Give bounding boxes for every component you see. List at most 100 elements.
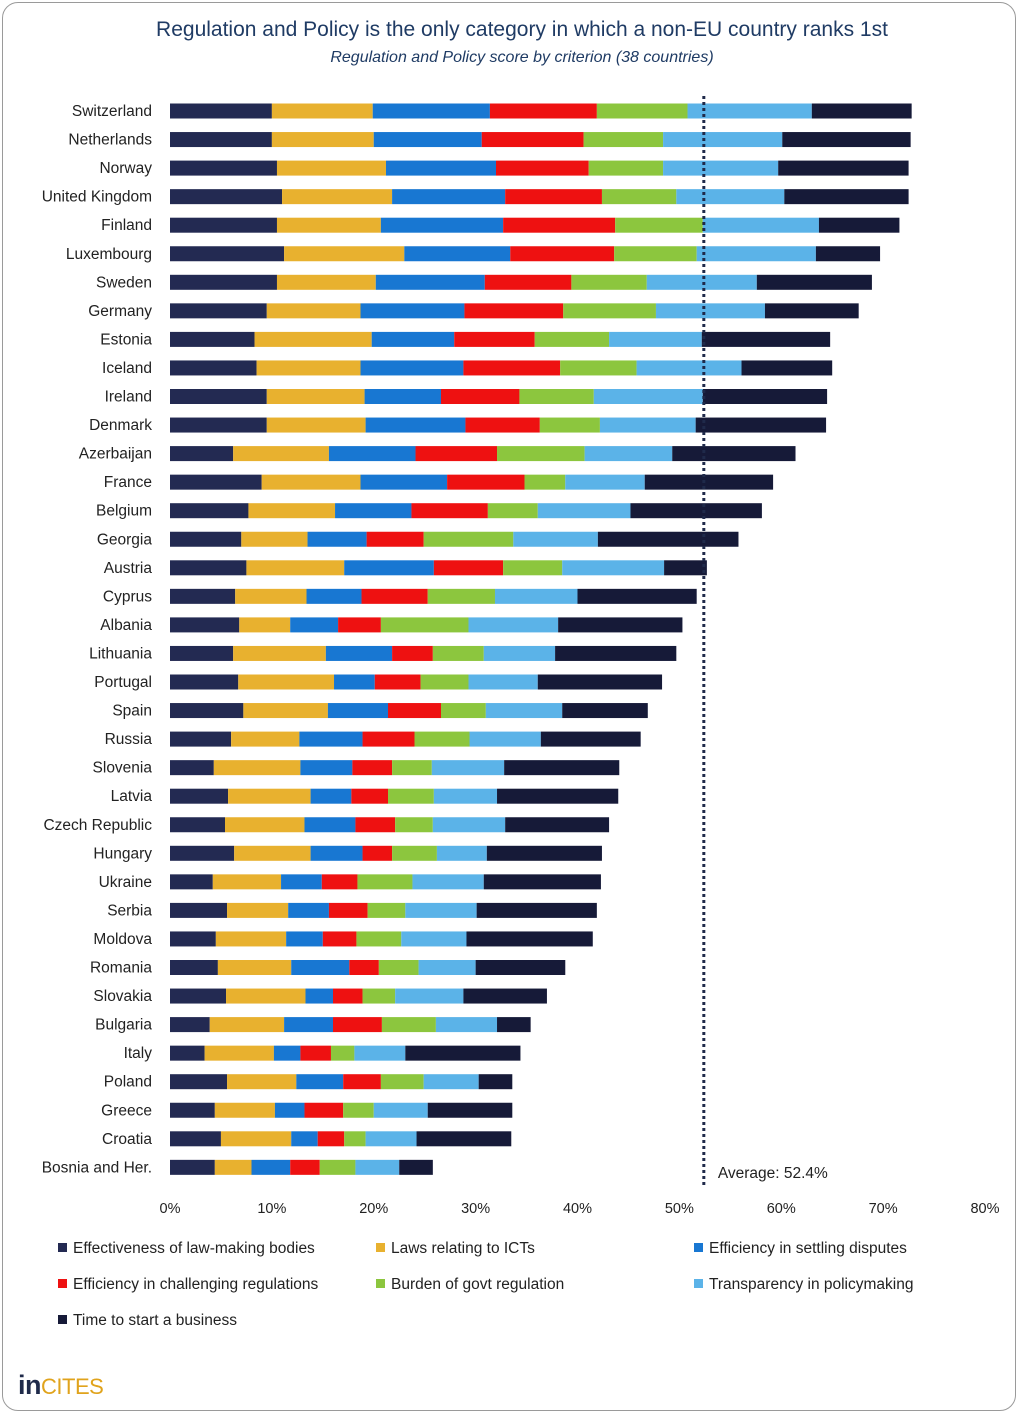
bar-segment — [418, 960, 476, 975]
bar-segment — [204, 1045, 274, 1061]
bar-segment — [360, 303, 465, 319]
bar-segment — [227, 902, 289, 918]
bar-segment — [170, 474, 262, 490]
bar-segment — [672, 446, 796, 462]
bar-segment — [288, 902, 329, 918]
bar-segment — [170, 674, 239, 690]
bar-segment — [170, 960, 218, 975]
bar-segment — [465, 417, 540, 433]
category-label: Ukraine — [99, 874, 152, 891]
category-label: Hungary — [93, 845, 152, 862]
bar-segment — [497, 446, 585, 462]
bar-segment — [361, 588, 428, 604]
bar-segment — [433, 788, 498, 804]
bar-segment — [399, 1159, 433, 1175]
bar-segment — [360, 360, 464, 376]
category-label: Estonia — [100, 331, 152, 348]
bar-segment — [818, 217, 900, 233]
bar-segment — [378, 960, 419, 975]
bar-segment — [310, 788, 352, 804]
bar-segment — [233, 645, 326, 661]
bar-segment — [225, 817, 305, 833]
bar-segment — [584, 446, 673, 462]
bar-segment — [464, 303, 564, 319]
bar-segment — [266, 417, 366, 433]
bar-segment — [392, 760, 432, 776]
bar-segment — [371, 331, 455, 347]
bar-segment — [299, 731, 363, 747]
bar-segment — [170, 274, 277, 290]
category-label: Finland — [101, 217, 152, 234]
bar-segment — [170, 360, 257, 376]
bar-segment — [702, 217, 819, 233]
bar-segment — [782, 132, 911, 148]
bar-segment — [170, 1074, 228, 1090]
chart-subtitle: Regulation and Policy score by criterion… — [330, 49, 714, 66]
bar-segment — [597, 531, 739, 547]
bar-segment — [307, 531, 367, 547]
logo-in-text: in — [18, 1370, 42, 1400]
bar-segment — [271, 132, 374, 148]
bar-segment — [170, 703, 244, 719]
bar-segment — [423, 531, 514, 547]
category-label: Bosnia and Her. — [42, 1159, 152, 1176]
bar-segment — [463, 360, 561, 376]
category-label: Croatia — [102, 1131, 152, 1148]
bar-segment — [815, 246, 881, 262]
chart-title: Regulation and Policy is the only catego… — [156, 18, 888, 41]
bar-segment — [170, 617, 240, 633]
legend-label: Effectiveness of law-making bodies — [73, 1240, 315, 1257]
bar-segment — [328, 902, 368, 918]
bar-segment — [306, 588, 362, 604]
bar-segment — [497, 788, 619, 804]
bar-segment — [362, 988, 396, 1004]
bar-segment — [562, 703, 648, 719]
bar-segment — [663, 160, 779, 176]
bar-segment — [374, 674, 421, 690]
bar-segment — [333, 988, 363, 1004]
bar-segment — [170, 731, 232, 747]
bar-segment — [463, 988, 547, 1004]
bar-segment — [286, 931, 323, 947]
bar-segment — [170, 303, 267, 319]
bar-segment — [170, 1017, 210, 1033]
category-label: Switzerland — [72, 103, 152, 120]
bar-segment — [695, 417, 827, 433]
bar-segment — [468, 617, 559, 633]
bar-segment — [540, 731, 641, 747]
bar-segment — [476, 902, 597, 918]
bar-segment — [503, 217, 616, 233]
bar-segment — [228, 788, 311, 804]
bar-segment — [170, 845, 235, 861]
bar-segment — [364, 389, 441, 404]
bar-segment — [636, 360, 742, 376]
bar-segment — [494, 588, 578, 604]
bar-segment — [503, 560, 563, 576]
bar-segment — [427, 1102, 513, 1118]
category-label: United Kingdom — [42, 189, 152, 206]
bar-segment — [534, 331, 610, 347]
bar-segment — [234, 845, 311, 861]
bar-segment — [266, 389, 365, 404]
bar-segment — [251, 1159, 291, 1175]
bar-segment — [170, 588, 236, 604]
bar-segment — [362, 731, 415, 747]
bar-segment — [404, 246, 511, 262]
bar-segment — [664, 560, 707, 576]
bar-segment — [519, 389, 594, 404]
bar-segment — [427, 588, 495, 604]
bar-segment — [170, 531, 242, 547]
bar-segment — [170, 1102, 215, 1118]
bar-segment — [170, 645, 234, 661]
bar-segment — [483, 645, 556, 661]
bar-segment — [335, 503, 412, 519]
bar-segment — [254, 331, 372, 347]
bar-segment — [170, 160, 277, 176]
bar-segment — [609, 331, 702, 347]
bar-segment — [170, 931, 216, 947]
legend-label: Efficiency in challenging regulations — [73, 1276, 319, 1293]
bar-segment — [373, 1102, 428, 1118]
bar-segment — [304, 817, 356, 833]
bar-segment — [226, 988, 306, 1004]
bar-segment — [354, 1045, 406, 1061]
